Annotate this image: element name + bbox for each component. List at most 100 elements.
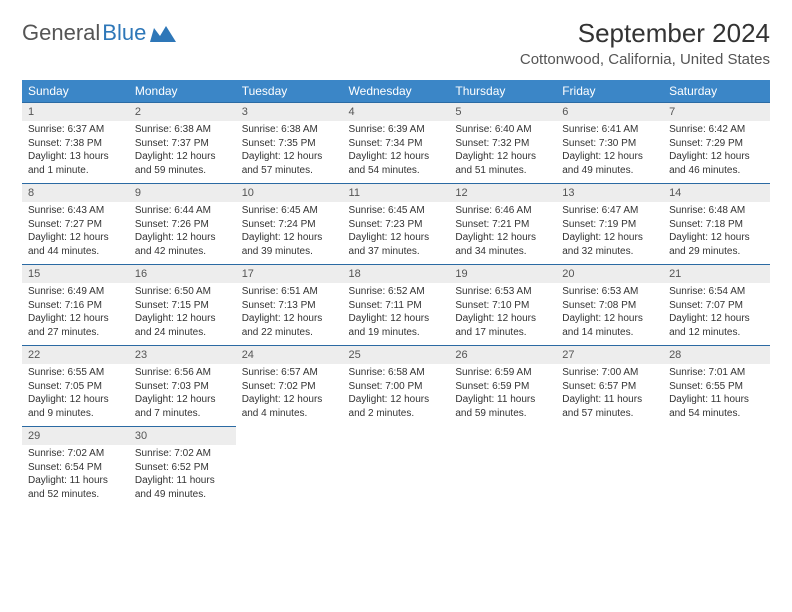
calendar-cell: 18Sunrise: 6:52 AMSunset: 7:11 PMDayligh… bbox=[343, 264, 450, 345]
calendar-cell: . bbox=[556, 426, 663, 507]
daylight-text: Daylight: 12 hours and 59 minutes. bbox=[135, 150, 230, 177]
calendar-cell: 5Sunrise: 6:40 AMSunset: 7:32 PMDaylight… bbox=[449, 102, 556, 183]
logo: GeneralBlue bbox=[22, 18, 176, 44]
daylight-text: Daylight: 12 hours and 14 minutes. bbox=[562, 312, 657, 339]
daylight-text: Daylight: 13 hours and 1 minute. bbox=[28, 150, 123, 177]
sunrise-text: Sunrise: 6:43 AM bbox=[28, 204, 123, 218]
day-content: Sunrise: 6:59 AMSunset: 6:59 PMDaylight:… bbox=[449, 364, 556, 426]
sunset-text: Sunset: 7:24 PM bbox=[242, 218, 337, 232]
sunset-text: Sunset: 7:15 PM bbox=[135, 299, 230, 313]
sunset-text: Sunset: 6:52 PM bbox=[135, 461, 230, 475]
calendar-cell: 21Sunrise: 6:54 AMSunset: 7:07 PMDayligh… bbox=[663, 264, 770, 345]
sunrise-text: Sunrise: 6:38 AM bbox=[135, 123, 230, 137]
day-number: 3 bbox=[236, 102, 343, 121]
day-content: Sunrise: 6:42 AMSunset: 7:29 PMDaylight:… bbox=[663, 121, 770, 183]
daylight-text: Daylight: 12 hours and 17 minutes. bbox=[455, 312, 550, 339]
calendar-row: 15Sunrise: 6:49 AMSunset: 7:16 PMDayligh… bbox=[22, 264, 770, 345]
weekday-header-row: SundayMondayTuesdayWednesdayThursdayFrid… bbox=[22, 80, 770, 102]
calendar-cell: 25Sunrise: 6:58 AMSunset: 7:00 PMDayligh… bbox=[343, 345, 450, 426]
calendar-cell: 3Sunrise: 6:38 AMSunset: 7:35 PMDaylight… bbox=[236, 102, 343, 183]
day-number: 15 bbox=[22, 264, 129, 283]
day-content: Sunrise: 6:51 AMSunset: 7:13 PMDaylight:… bbox=[236, 283, 343, 345]
daylight-text: Daylight: 11 hours and 52 minutes. bbox=[28, 474, 123, 501]
sunrise-text: Sunrise: 6:51 AM bbox=[242, 285, 337, 299]
calendar-cell: 4Sunrise: 6:39 AMSunset: 7:34 PMDaylight… bbox=[343, 102, 450, 183]
day-content: Sunrise: 6:41 AMSunset: 7:30 PMDaylight:… bbox=[556, 121, 663, 183]
calendar-cell: 30Sunrise: 7:02 AMSunset: 6:52 PMDayligh… bbox=[129, 426, 236, 507]
sunrise-text: Sunrise: 6:40 AM bbox=[455, 123, 550, 137]
day-content: Sunrise: 6:54 AMSunset: 7:07 PMDaylight:… bbox=[663, 283, 770, 345]
sunrise-text: Sunrise: 6:53 AM bbox=[562, 285, 657, 299]
sunset-text: Sunset: 7:37 PM bbox=[135, 137, 230, 151]
day-content: Sunrise: 6:38 AMSunset: 7:37 PMDaylight:… bbox=[129, 121, 236, 183]
day-number: 20 bbox=[556, 264, 663, 283]
daylight-text: Daylight: 12 hours and 51 minutes. bbox=[455, 150, 550, 177]
day-number: 17 bbox=[236, 264, 343, 283]
daylight-text: Daylight: 11 hours and 57 minutes. bbox=[562, 393, 657, 420]
day-content: Sunrise: 6:43 AMSunset: 7:27 PMDaylight:… bbox=[22, 202, 129, 264]
logo-text-2: Blue bbox=[102, 22, 146, 44]
sunset-text: Sunset: 7:32 PM bbox=[455, 137, 550, 151]
daylight-text: Daylight: 12 hours and 12 minutes. bbox=[669, 312, 764, 339]
sunset-text: Sunset: 7:07 PM bbox=[669, 299, 764, 313]
daylight-text: Daylight: 12 hours and 22 minutes. bbox=[242, 312, 337, 339]
weekday-header: Tuesday bbox=[236, 80, 343, 102]
day-number: 25 bbox=[343, 345, 450, 364]
calendar-row: 29Sunrise: 7:02 AMSunset: 6:54 PMDayligh… bbox=[22, 426, 770, 507]
calendar-cell: 27Sunrise: 7:00 AMSunset: 6:57 PMDayligh… bbox=[556, 345, 663, 426]
sunrise-text: Sunrise: 6:48 AM bbox=[669, 204, 764, 218]
day-content: Sunrise: 7:02 AMSunset: 6:54 PMDaylight:… bbox=[22, 445, 129, 507]
day-content: Sunrise: 6:45 AMSunset: 7:23 PMDaylight:… bbox=[343, 202, 450, 264]
day-number: 24 bbox=[236, 345, 343, 364]
daylight-text: Daylight: 12 hours and 24 minutes. bbox=[135, 312, 230, 339]
daylight-text: Daylight: 12 hours and 4 minutes. bbox=[242, 393, 337, 420]
sunset-text: Sunset: 7:29 PM bbox=[669, 137, 764, 151]
day-number: 23 bbox=[129, 345, 236, 364]
daylight-text: Daylight: 11 hours and 49 minutes. bbox=[135, 474, 230, 501]
weekday-header: Saturday bbox=[663, 80, 770, 102]
sunrise-text: Sunrise: 6:53 AM bbox=[455, 285, 550, 299]
day-content: Sunrise: 6:47 AMSunset: 7:19 PMDaylight:… bbox=[556, 202, 663, 264]
daylight-text: Daylight: 12 hours and 44 minutes. bbox=[28, 231, 123, 258]
sunrise-text: Sunrise: 6:45 AM bbox=[242, 204, 337, 218]
day-content: Sunrise: 6:45 AMSunset: 7:24 PMDaylight:… bbox=[236, 202, 343, 264]
calendar-cell: . bbox=[449, 426, 556, 507]
sunset-text: Sunset: 7:38 PM bbox=[28, 137, 123, 151]
day-content: Sunrise: 7:00 AMSunset: 6:57 PMDaylight:… bbox=[556, 364, 663, 426]
sunset-text: Sunset: 7:16 PM bbox=[28, 299, 123, 313]
sunset-text: Sunset: 6:55 PM bbox=[669, 380, 764, 394]
sunset-text: Sunset: 7:23 PM bbox=[349, 218, 444, 232]
sunset-text: Sunset: 7:13 PM bbox=[242, 299, 337, 313]
calendar-cell: 14Sunrise: 6:48 AMSunset: 7:18 PMDayligh… bbox=[663, 183, 770, 264]
day-content: Sunrise: 7:02 AMSunset: 6:52 PMDaylight:… bbox=[129, 445, 236, 507]
daylight-text: Daylight: 12 hours and 27 minutes. bbox=[28, 312, 123, 339]
daylight-text: Daylight: 12 hours and 9 minutes. bbox=[28, 393, 123, 420]
sunrise-text: Sunrise: 7:02 AM bbox=[135, 447, 230, 461]
sunrise-text: Sunrise: 6:56 AM bbox=[135, 366, 230, 380]
day-content: Sunrise: 6:55 AMSunset: 7:05 PMDaylight:… bbox=[22, 364, 129, 426]
sunset-text: Sunset: 6:57 PM bbox=[562, 380, 657, 394]
weekday-header: Thursday bbox=[449, 80, 556, 102]
sunset-text: Sunset: 6:59 PM bbox=[455, 380, 550, 394]
sunrise-text: Sunrise: 6:54 AM bbox=[669, 285, 764, 299]
sunset-text: Sunset: 7:21 PM bbox=[455, 218, 550, 232]
daylight-text: Daylight: 12 hours and 7 minutes. bbox=[135, 393, 230, 420]
calendar-cell: 2Sunrise: 6:38 AMSunset: 7:37 PMDaylight… bbox=[129, 102, 236, 183]
calendar-row: 22Sunrise: 6:55 AMSunset: 7:05 PMDayligh… bbox=[22, 345, 770, 426]
day-number: 7 bbox=[663, 102, 770, 121]
sunrise-text: Sunrise: 6:50 AM bbox=[135, 285, 230, 299]
day-content: Sunrise: 6:44 AMSunset: 7:26 PMDaylight:… bbox=[129, 202, 236, 264]
daylight-text: Daylight: 11 hours and 59 minutes. bbox=[455, 393, 550, 420]
calendar-cell: . bbox=[663, 426, 770, 507]
calendar-cell: 11Sunrise: 6:45 AMSunset: 7:23 PMDayligh… bbox=[343, 183, 450, 264]
day-content: Sunrise: 6:46 AMSunset: 7:21 PMDaylight:… bbox=[449, 202, 556, 264]
day-content: Sunrise: 6:48 AMSunset: 7:18 PMDaylight:… bbox=[663, 202, 770, 264]
sunset-text: Sunset: 7:08 PM bbox=[562, 299, 657, 313]
sunrise-text: Sunrise: 7:02 AM bbox=[28, 447, 123, 461]
sunrise-text: Sunrise: 6:55 AM bbox=[28, 366, 123, 380]
sunrise-text: Sunrise: 6:44 AM bbox=[135, 204, 230, 218]
calendar-cell: 6Sunrise: 6:41 AMSunset: 7:30 PMDaylight… bbox=[556, 102, 663, 183]
daylight-text: Daylight: 12 hours and 2 minutes. bbox=[349, 393, 444, 420]
sunrise-text: Sunrise: 6:52 AM bbox=[349, 285, 444, 299]
daylight-text: Daylight: 12 hours and 29 minutes. bbox=[669, 231, 764, 258]
